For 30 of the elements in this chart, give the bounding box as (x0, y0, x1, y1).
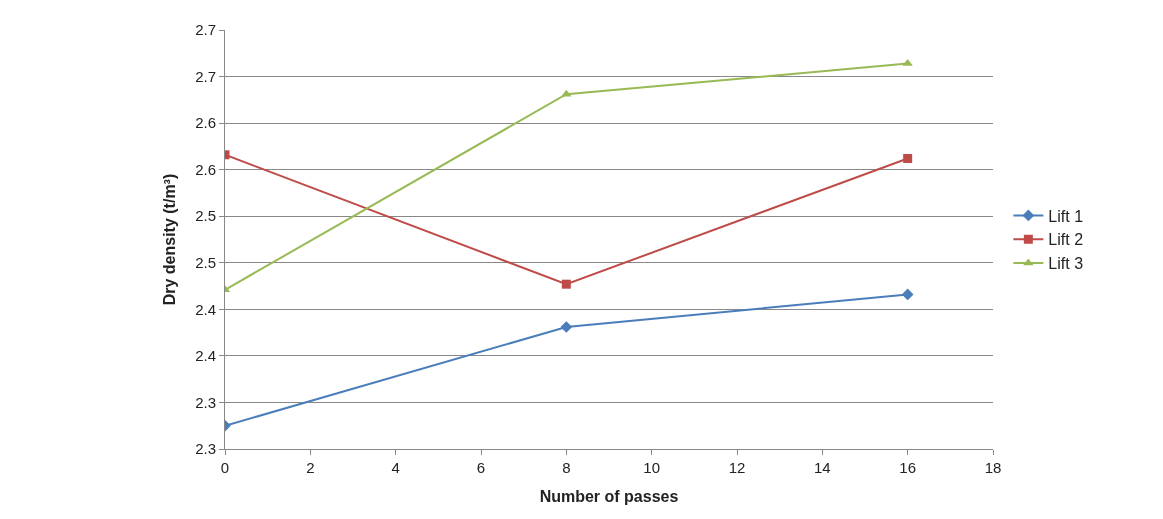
y-tick-label: 2.6 (195, 160, 216, 178)
x-tick-label: 16 (899, 459, 917, 476)
point (560, 321, 573, 333)
y-tick-label: 2.5 (195, 207, 216, 225)
x-tick-label: 18 (984, 459, 1002, 476)
x-tick-label: 2 (306, 459, 315, 476)
legend-label: Lift 3 (1048, 255, 1084, 273)
y-tick-label: 2.5 (195, 254, 216, 272)
y-tick-label: 2.7 (195, 67, 216, 85)
y-tick-label: 2.3 (195, 393, 216, 411)
x-axis-title: Number of passes (539, 487, 679, 505)
x-tick-label: 0 (220, 459, 230, 476)
x-tick-label: 14 (813, 459, 831, 476)
y-tick-label: 2.6 (195, 114, 216, 132)
legend-label: Lift 1 (1048, 207, 1084, 225)
x-tick-label: 4 (391, 459, 400, 476)
y-axis-title: Dry density (t/m³) (161, 173, 179, 306)
x-tick-label: 8 (562, 459, 571, 476)
y-tick-label: 2.4 (195, 347, 216, 365)
point (561, 279, 571, 289)
x-tick-label: 10 (643, 459, 661, 476)
point (561, 89, 572, 97)
x-tick-label: 6 (476, 459, 486, 476)
x-tick-label: 12 (728, 459, 746, 476)
y-tick-label: 2.3 (195, 440, 216, 458)
y-tick-label: 2.4 (195, 300, 216, 318)
y-tick-label: 2.7 (195, 21, 216, 39)
legend-label: Lift 2 (1048, 231, 1084, 249)
point (901, 288, 914, 301)
point (903, 153, 913, 163)
